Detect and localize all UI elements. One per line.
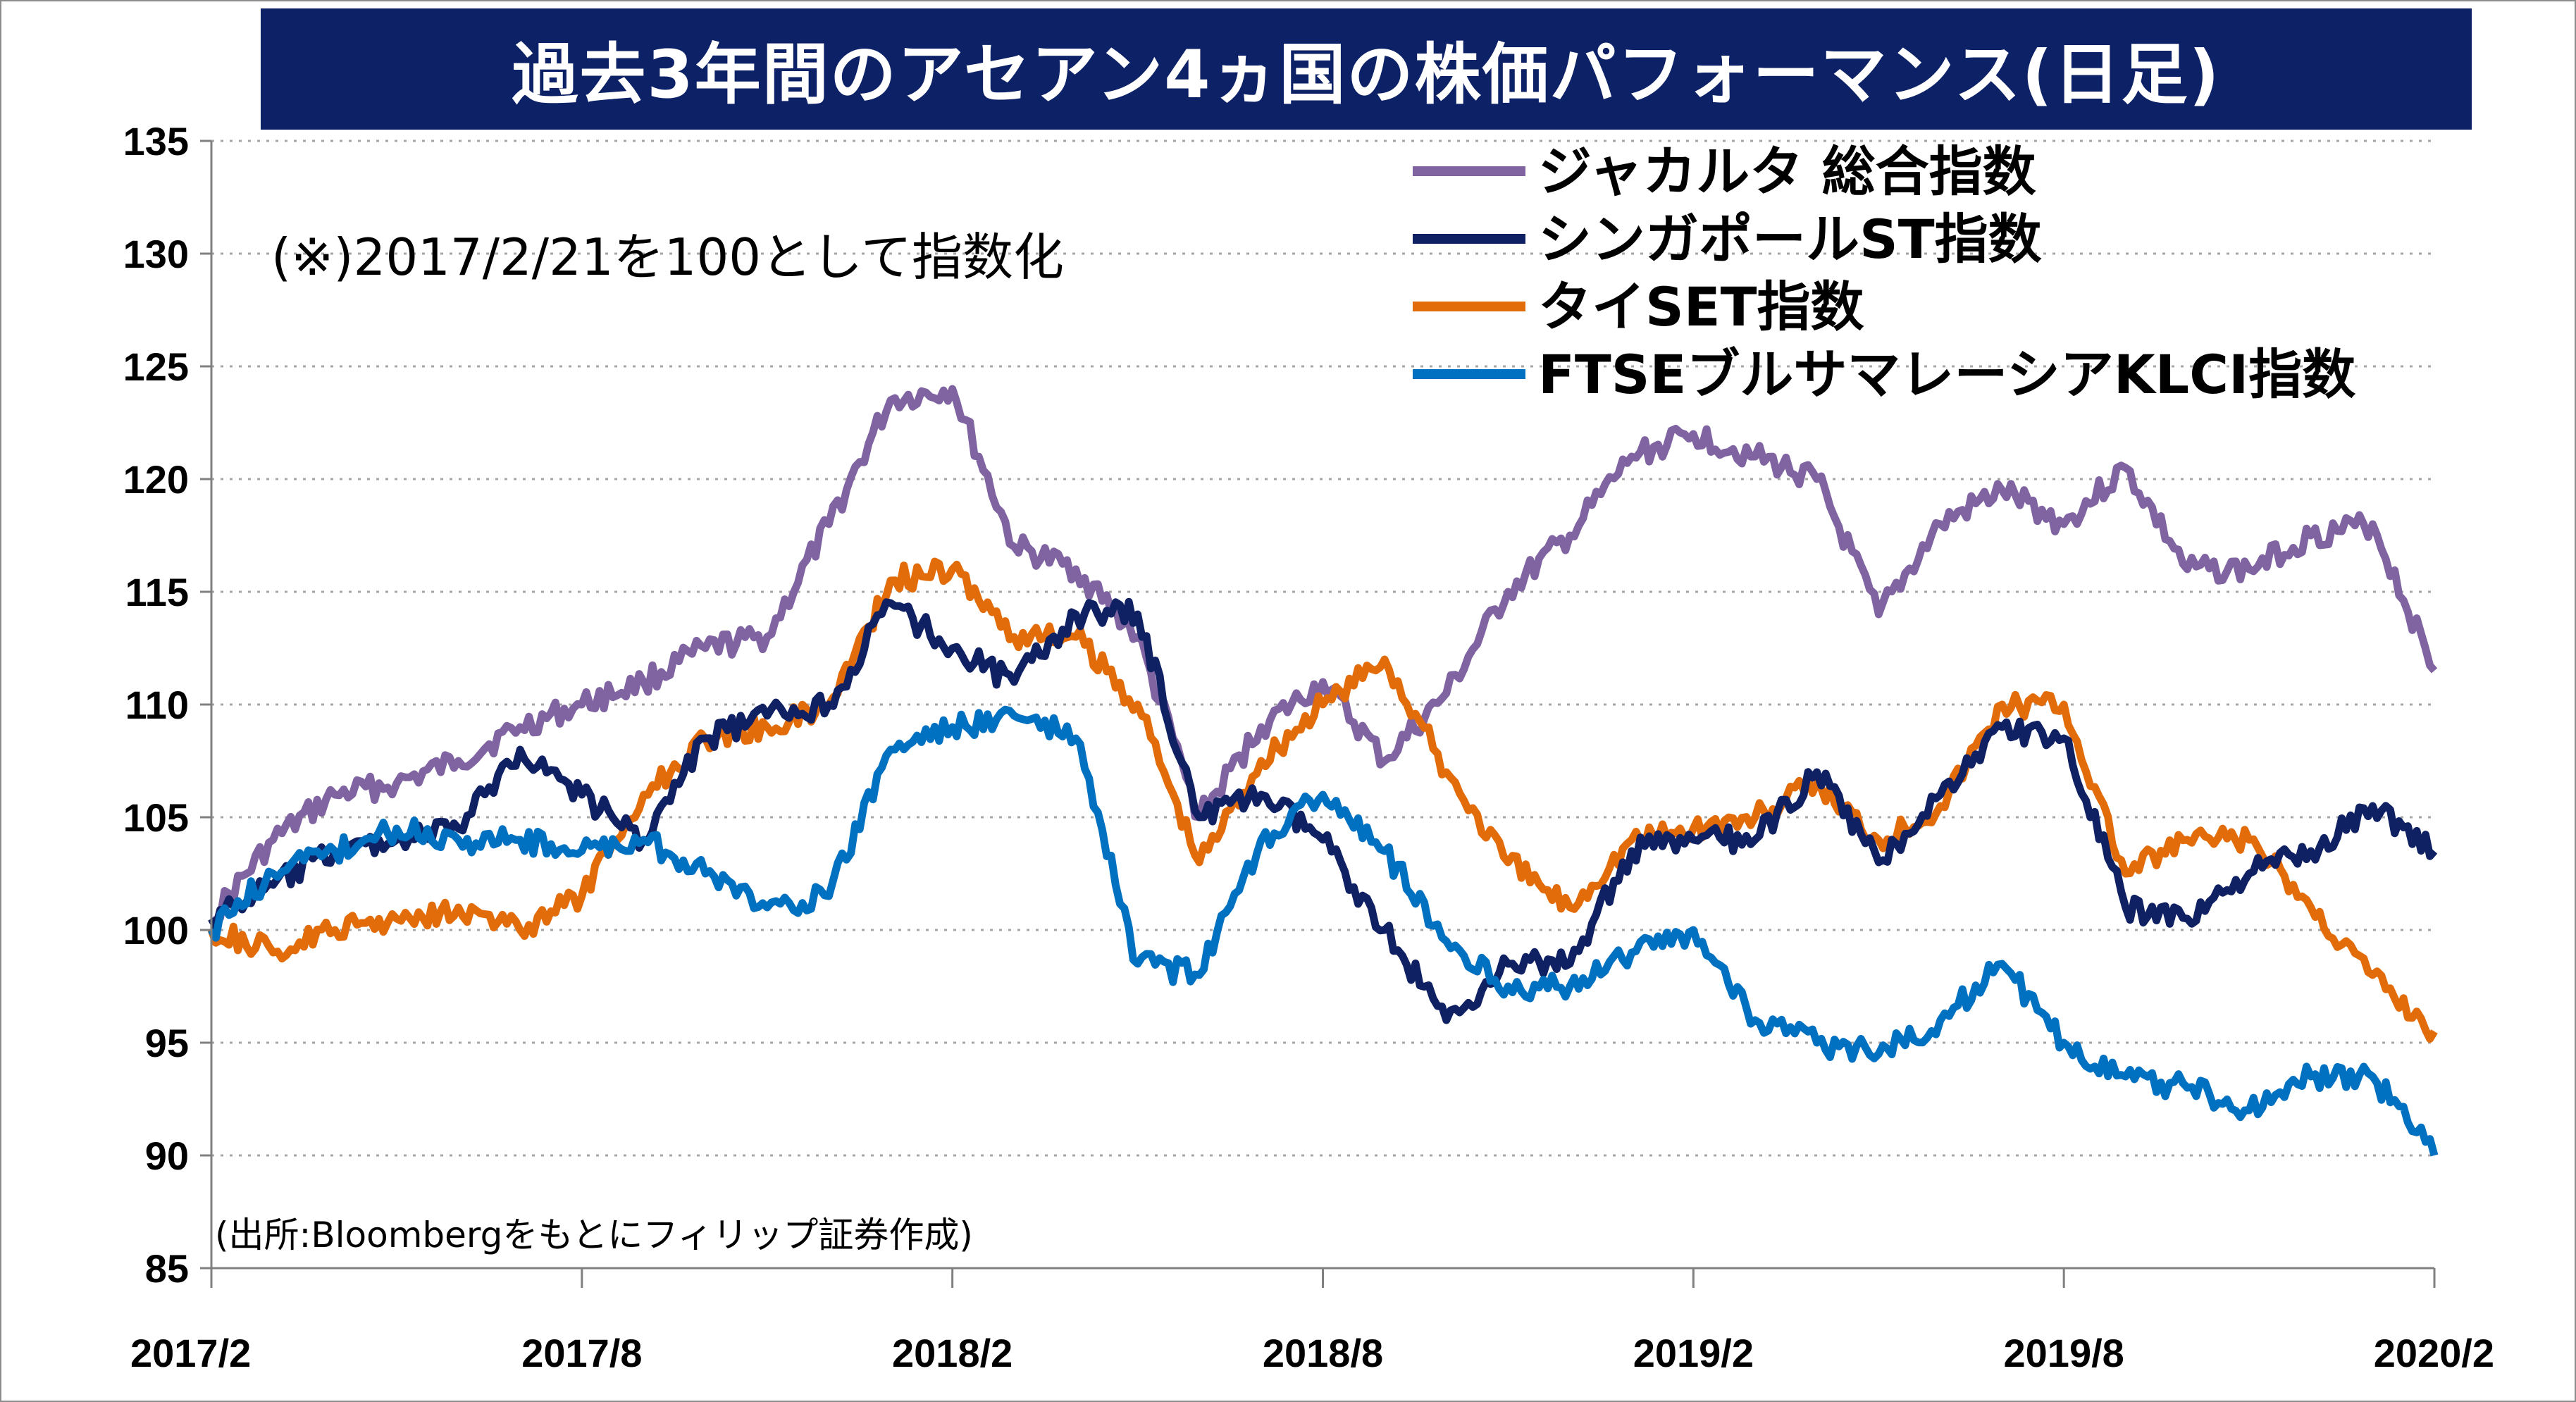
x-axis-labels: 2017/2 2017/8 2018/2 2018/8 2019/2 2019/8 2020… [130, 1331, 2494, 1375]
series-lines [207, 385, 2439, 1157]
series-line-3 [207, 557, 2438, 1043]
y-tick-label: 120 [123, 457, 189, 502]
y-tick-label: 125 [123, 345, 189, 389]
legend-label: FTSEブルサマレーシアKLCI指数 [1538, 343, 2355, 406]
x-tick-label: 2018/2 [892, 1331, 1013, 1375]
x-tick-label: 2018/8 [1263, 1331, 1383, 1375]
x-tick-label: 2019/8 [2004, 1331, 2124, 1375]
y-tick-label: 105 [123, 795, 189, 840]
series-line-2 [208, 597, 2438, 1024]
x-tick-label: 2017/8 [521, 1331, 642, 1375]
y-axis-labels: 85 90 95 100 105 110 115 120 125 130 135 [123, 119, 189, 1291]
chart-title: 過去3年間のアセアン4ヵ国の株価パフォーマンス(日足) [512, 37, 2221, 113]
title-bar: 過去3年間のアセアン4ヵ国の株価パフォーマンス(日足) [261, 8, 2472, 130]
y-tick-label: 115 [125, 570, 189, 614]
y-tick-label: 90 [145, 1134, 189, 1178]
source-note: (出所:Bloombergをもとにフィリップ証券作成) [215, 1215, 973, 1255]
x-tick-label: 2019/2 [1633, 1331, 1754, 1375]
legend-label: タイSET指数 [1538, 275, 1864, 338]
y-tick-label: 95 [145, 1021, 189, 1065]
legend-label: シンガポールST指数 [1538, 208, 2042, 271]
axes [200, 139, 2436, 1288]
gridlines [211, 139, 2434, 1157]
x-tick-label: 2017/2 [130, 1331, 251, 1375]
y-tick-label: 100 [123, 908, 189, 953]
series-line-1 [209, 385, 2438, 927]
legend-label: ジャカルタ 総合指数 [1538, 140, 2036, 203]
series-line-4 [208, 705, 2439, 1157]
y-tick-label: 85 [145, 1246, 189, 1291]
y-tick-label: 110 [125, 683, 189, 727]
y-tick-label: 130 [123, 232, 189, 276]
index-note: (※)2017/2/21を100として指数化 [271, 228, 1064, 287]
y-tick-label: 135 [123, 119, 189, 163]
x-tick-label: 2020/2 [2374, 1331, 2494, 1375]
legend: ジャカルタ 総合指数シンガポールST指数タイSET指数FTSEブルサマレーシアK… [1413, 140, 2355, 406]
